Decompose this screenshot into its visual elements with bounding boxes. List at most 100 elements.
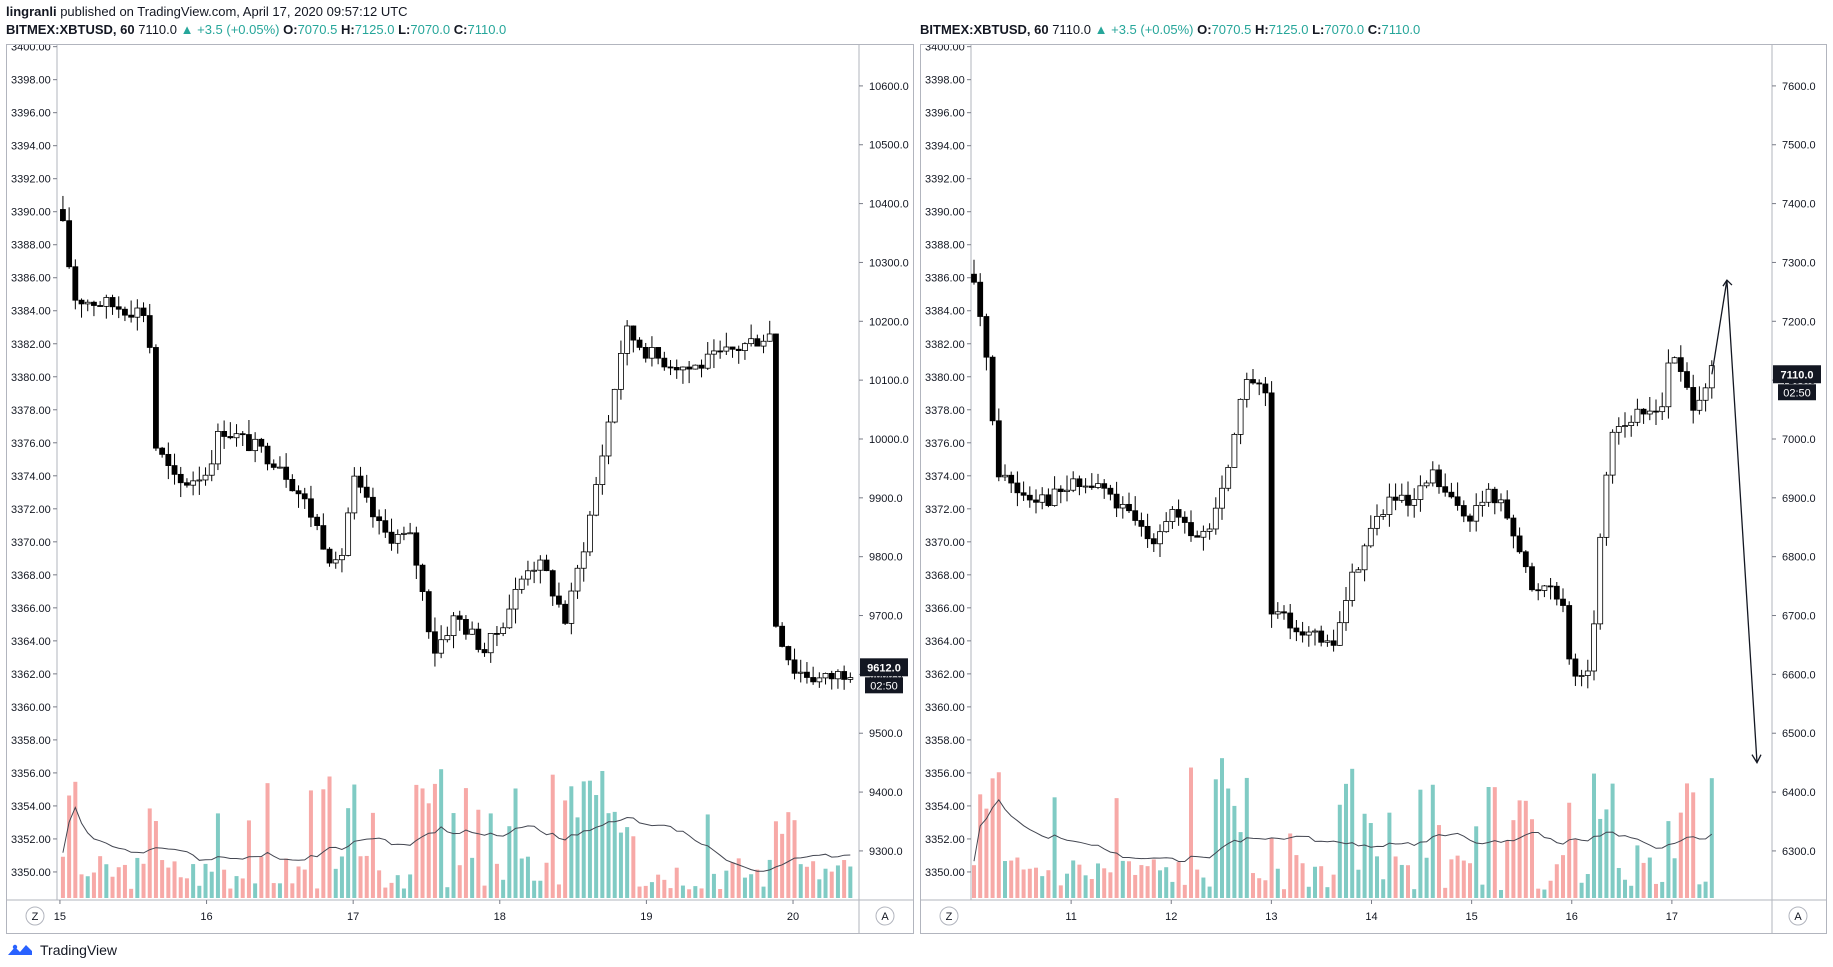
candle [1200, 525, 1207, 551]
chart-panel-right[interactable]: 3400.00 3398.00 3396.00 3394.00 3392.00 3390.… [920, 42, 1827, 934]
z-button[interactable]: Z [25, 906, 45, 926]
candle-body [1442, 486, 1449, 493]
candle-body [1485, 488, 1492, 503]
last-price: 7110.0 [138, 22, 177, 37]
volume-bar [798, 864, 803, 898]
candle [667, 360, 674, 376]
volume-bar [1480, 884, 1485, 898]
left-axis-tick-label: 3352.00 [11, 834, 51, 846]
candle [456, 610, 463, 631]
candle [816, 672, 823, 688]
candle-body [227, 436, 234, 439]
left-axis-tick-label: 3390.00 [11, 207, 51, 219]
chart-svg-left[interactable]: 3400.00 3398.00 3396.00 3394.00 3392.00 3390.… [7, 42, 913, 933]
volume-bar [563, 800, 568, 898]
candle-body [1367, 527, 1374, 547]
candle [1157, 524, 1163, 558]
candle [518, 575, 525, 594]
a-button-circle[interactable] [875, 906, 895, 926]
symbol-name[interactable]: BITMEX:XBTUSD, 60 [920, 22, 1049, 37]
candle-body [1504, 499, 1511, 519]
volume-bar [1561, 855, 1565, 898]
volume-bar [1040, 876, 1045, 898]
tradingview-brand[interactable]: TradingView [40, 942, 118, 958]
chart-svg-right[interactable]: 3400.00 3398.00 3396.00 3394.00 3392.00 3390.… [921, 42, 1826, 933]
candle [1367, 515, 1374, 548]
volume-bar [420, 788, 425, 898]
z-button-circle[interactable] [25, 906, 45, 926]
candle [779, 622, 786, 648]
candle [1535, 583, 1542, 601]
candle [407, 522, 414, 535]
candle [475, 622, 482, 653]
candle [1150, 533, 1157, 552]
low-value: 7070.0 [1324, 22, 1365, 37]
candle [357, 466, 364, 494]
candle-body [382, 520, 389, 533]
left-axis-tick-label: 3398.00 [11, 75, 51, 87]
candle [754, 334, 761, 347]
time-axis-label: 19 [640, 911, 652, 923]
z-button[interactable]: Z [939, 906, 959, 926]
candle-body [481, 649, 488, 654]
candle-body [1119, 503, 1126, 509]
candle [1305, 626, 1312, 647]
tradingview-logo-icon[interactable] [6, 942, 34, 958]
volume-bar [829, 871, 834, 898]
symbol-name[interactable]: BITMEX:XBTUSD, 60 [6, 22, 135, 37]
volume-bar [1660, 881, 1665, 898]
candle [1101, 479, 1108, 499]
candle-body [1200, 530, 1207, 538]
chart-panel-left[interactable]: 3400.00 3398.00 3396.00 3394.00 3392.00 3390.… [6, 42, 914, 934]
candle [413, 526, 420, 580]
candle-body [1423, 482, 1430, 487]
candle-body [1268, 392, 1275, 615]
candle [1622, 412, 1628, 438]
candle [283, 453, 290, 488]
volume-bar [538, 880, 543, 898]
left-axis-tick-label: 3368.00 [925, 570, 965, 582]
left-axis-tick-label: 3378.00 [11, 405, 51, 417]
volume-bar [1313, 866, 1317, 898]
candle [605, 415, 612, 465]
candle-body [1535, 589, 1542, 592]
candle [1522, 550, 1529, 573]
a-button[interactable]: A [875, 906, 895, 926]
candle [1039, 487, 1046, 510]
candle [1454, 482, 1461, 511]
a-button-circle[interactable] [1788, 906, 1808, 926]
candle-body [1237, 398, 1244, 435]
candle [1095, 473, 1101, 490]
volume-bar [649, 882, 654, 898]
candle-body [363, 486, 370, 498]
right-axis-tick-label: 7000.0 [1782, 434, 1816, 446]
publisher-name[interactable]: lingranli [6, 4, 57, 19]
left-axis-tick-label: 3356.00 [925, 768, 965, 780]
candle [320, 513, 327, 550]
candle [1330, 629, 1337, 652]
candle-body [593, 484, 600, 516]
volume-bar [1647, 857, 1652, 898]
volume-bar [364, 855, 369, 898]
left-axis-tick-label: 3372.00 [925, 504, 965, 516]
a-button[interactable]: A [1788, 906, 1808, 926]
candle [1113, 481, 1120, 518]
candle-body [1622, 425, 1628, 427]
candle-body [1436, 469, 1442, 488]
volume-bar [1449, 859, 1454, 898]
z-button-circle[interactable] [939, 906, 959, 926]
volume-bar [1300, 863, 1305, 898]
candle-body [599, 455, 606, 485]
candle-body [506, 608, 513, 629]
volume-bar [191, 864, 196, 898]
candle-body [1312, 630, 1318, 633]
candle-body [308, 498, 314, 518]
candle-body [84, 301, 91, 305]
candle-body [1609, 431, 1616, 476]
volume-bar [972, 865, 976, 898]
candle [128, 300, 135, 323]
volume-bar [401, 888, 406, 898]
candle [202, 467, 209, 486]
volume-bar [699, 888, 704, 898]
left-axis-tick-label: 3364.00 [925, 636, 965, 648]
